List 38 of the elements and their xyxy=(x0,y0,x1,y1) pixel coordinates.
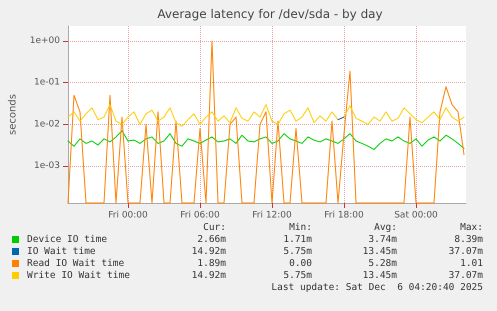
text: 3.74m xyxy=(367,234,397,245)
x-tick-label: Sat 00:00 xyxy=(394,210,438,220)
text: Min: xyxy=(288,222,312,233)
text: 37.07m xyxy=(448,270,483,281)
text: 14.92m xyxy=(190,246,226,257)
x-tick-label: Fri 06:00 xyxy=(180,210,220,220)
chart-title: Average latency for /dev/sda - by day xyxy=(157,7,383,21)
text: 13.45m xyxy=(362,270,397,281)
x-tick-label: Fri 00:00 xyxy=(108,210,148,220)
text: 1.71m xyxy=(282,234,312,245)
text: 5.75m xyxy=(282,246,312,257)
text: 5.75m xyxy=(282,270,312,281)
y-tick-label: 1e-02 xyxy=(34,119,60,130)
text: 1.01 xyxy=(459,258,483,269)
text: 37.07m xyxy=(448,246,483,257)
x-tick-label: Fri 18:00 xyxy=(324,210,364,220)
y-axis-title: seconds xyxy=(8,94,18,135)
legend-label: Write IO Wait time xyxy=(27,270,130,281)
text: 1.89m xyxy=(196,258,226,269)
text: 8.39m xyxy=(453,234,483,245)
text: 13.45m xyxy=(362,246,397,257)
legend-label: Device IO time xyxy=(27,234,108,245)
text: Avg: xyxy=(373,222,397,233)
line-series xyxy=(68,130,464,150)
text: Max: xyxy=(459,222,483,233)
legend-label: IO Wait time xyxy=(27,246,96,257)
text: 2.66m xyxy=(196,234,226,245)
text: 0.00 xyxy=(288,258,312,269)
text: 14.92m xyxy=(190,270,226,281)
text: 5.28m xyxy=(367,258,397,269)
y-tick-label: 1e+00 xyxy=(30,36,60,46)
y-tick-label: 1e-03 xyxy=(34,161,60,172)
text: Cur: xyxy=(202,222,226,233)
text: Last update: Sat Dec 6 04:20:40 2025 xyxy=(270,282,483,293)
x-tick-label: Fri 12:00 xyxy=(252,210,292,220)
legend-label: Read IO Wait time xyxy=(27,258,124,269)
line-series xyxy=(68,104,464,127)
y-tick-label: 1e-01 xyxy=(34,78,60,88)
